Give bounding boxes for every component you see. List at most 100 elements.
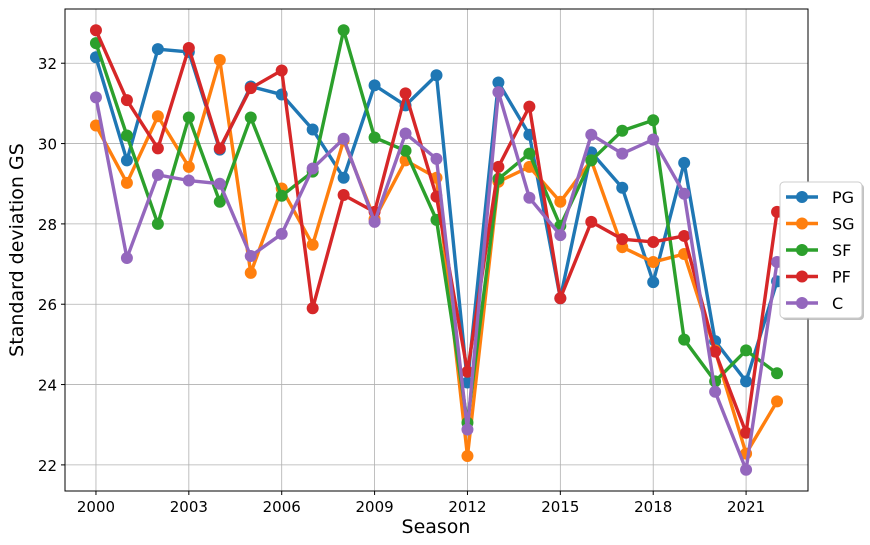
legend-item-pg: PG bbox=[786, 188, 854, 207]
data-point-c bbox=[151, 168, 164, 181]
data-point-sg bbox=[647, 256, 660, 269]
data-point-pf bbox=[709, 345, 722, 358]
data-point-c bbox=[430, 152, 443, 165]
data-point-pg bbox=[678, 156, 691, 169]
data-point-sf bbox=[740, 344, 753, 357]
data-point-pf bbox=[647, 235, 660, 248]
data-point-sf bbox=[678, 333, 691, 346]
legend-item-sf: SF bbox=[786, 241, 851, 260]
data-point-sf bbox=[337, 24, 350, 37]
data-point-pf bbox=[554, 292, 567, 305]
data-point-sg bbox=[771, 395, 784, 408]
data-point-sf bbox=[585, 154, 598, 167]
data-point-pf bbox=[740, 426, 753, 439]
data-point-c bbox=[213, 177, 226, 190]
legend-item-sg: SG bbox=[786, 215, 855, 234]
data-point-pg bbox=[368, 79, 381, 92]
data-point-pg bbox=[740, 375, 753, 388]
legend-label: C bbox=[832, 294, 843, 313]
data-point-c bbox=[368, 215, 381, 228]
x-tick-label: 2018 bbox=[634, 498, 672, 516]
data-point-pf bbox=[275, 64, 288, 77]
data-point-sf bbox=[182, 111, 195, 124]
data-point-sf bbox=[151, 217, 164, 230]
legend-swatch-marker bbox=[796, 244, 808, 256]
legend-label: PF bbox=[832, 268, 851, 287]
x-tick-label: 2003 bbox=[170, 498, 208, 516]
data-point-c bbox=[492, 86, 505, 99]
data-point-sg bbox=[89, 119, 102, 132]
x-tick-label: 2015 bbox=[541, 498, 579, 516]
data-point-sg bbox=[151, 110, 164, 123]
grid-lines bbox=[65, 9, 808, 491]
data-point-sf bbox=[368, 131, 381, 144]
data-point-pf bbox=[151, 142, 164, 155]
data-point-pg bbox=[430, 69, 443, 82]
x-tick-label: 2021 bbox=[727, 498, 765, 516]
axis-ticks: 2000 2003 2006 2009 2012 2015 2018 2021 22 24 26 28… bbox=[38, 55, 765, 516]
data-point-c bbox=[399, 127, 412, 140]
data-point-pf bbox=[89, 24, 102, 37]
data-point-c bbox=[275, 227, 288, 240]
legend-label: PG bbox=[832, 188, 854, 207]
data-point-sg bbox=[554, 195, 567, 208]
series-pf bbox=[89, 24, 784, 439]
data-point-pf bbox=[678, 229, 691, 242]
y-tick-label: 24 bbox=[38, 377, 57, 395]
data-point-sf bbox=[213, 195, 226, 208]
x-tick-label: 2006 bbox=[263, 498, 301, 516]
data-point-c bbox=[740, 463, 753, 476]
data-point-sg bbox=[244, 266, 257, 279]
data-point-pf bbox=[399, 87, 412, 100]
legend-swatch-marker bbox=[796, 297, 808, 309]
data-point-pf bbox=[492, 160, 505, 173]
data-point-pf bbox=[337, 188, 350, 201]
series-c bbox=[89, 86, 784, 476]
data-point-pg bbox=[151, 43, 164, 56]
data-point-c bbox=[461, 423, 474, 436]
data-point-sf bbox=[120, 129, 133, 142]
data-point-pg bbox=[120, 154, 133, 167]
data-point-sg bbox=[306, 238, 319, 251]
legend-label: SF bbox=[832, 241, 851, 260]
legend: PG SG SF PF C bbox=[779, 181, 864, 320]
legend-item-pf: PF bbox=[786, 268, 851, 287]
data-point-c bbox=[585, 128, 598, 141]
legend-label: SG bbox=[832, 215, 855, 234]
data-point-pg bbox=[306, 123, 319, 136]
data-point-c bbox=[647, 133, 660, 146]
legend-swatch-marker bbox=[796, 217, 808, 230]
x-axis-label: Season bbox=[402, 516, 471, 538]
data-point-sf bbox=[647, 114, 660, 127]
data-point-pg bbox=[647, 276, 660, 289]
data-point-c bbox=[709, 385, 722, 398]
legend-swatch-marker bbox=[796, 191, 808, 203]
data-point-pf bbox=[120, 94, 133, 107]
data-point-sf bbox=[275, 189, 288, 202]
y-tick-label: 22 bbox=[38, 457, 57, 475]
data-point-sf bbox=[771, 367, 784, 380]
data-point-pf bbox=[244, 82, 257, 95]
data-point-c bbox=[337, 132, 350, 145]
legend-item-c: C bbox=[786, 294, 843, 313]
y-tick-label: 26 bbox=[38, 296, 57, 314]
data-point-sf bbox=[399, 144, 412, 157]
y-tick-label: 32 bbox=[38, 55, 57, 73]
data-point-pf bbox=[306, 302, 319, 315]
data-point-c bbox=[89, 91, 102, 104]
data-point-pf bbox=[523, 100, 536, 113]
data-point-sg bbox=[461, 450, 474, 463]
x-tick-label: 2009 bbox=[355, 498, 393, 516]
y-tick-label: 28 bbox=[38, 216, 57, 234]
x-tick-label: 2000 bbox=[77, 498, 115, 516]
data-point-c bbox=[678, 187, 691, 200]
data-point-pf bbox=[616, 233, 629, 246]
data-point-pf bbox=[182, 41, 195, 54]
data-point-pg bbox=[616, 181, 629, 194]
data-point-sg bbox=[120, 176, 133, 189]
data-point-pg bbox=[337, 171, 350, 184]
y-axis-label: Standard deviation GS bbox=[6, 143, 28, 357]
data-point-c bbox=[554, 229, 567, 242]
